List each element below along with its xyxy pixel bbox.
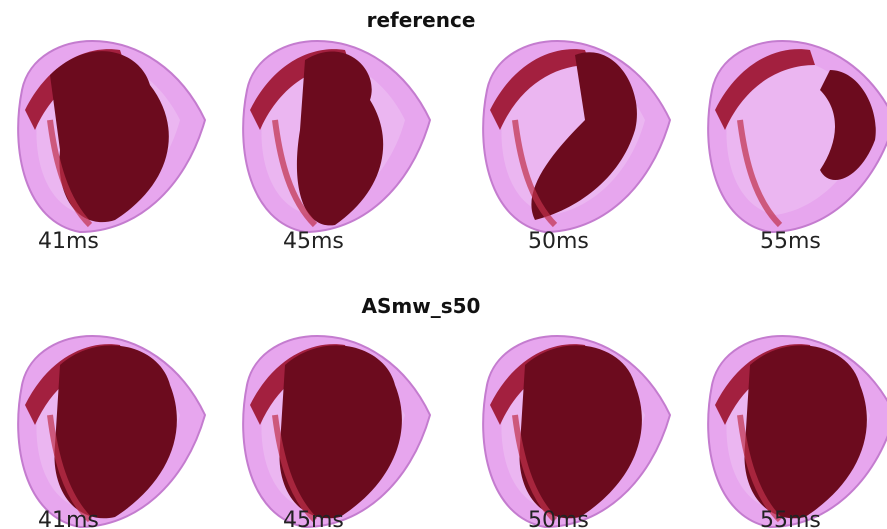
time-label: 45ms: [283, 508, 344, 529]
heart-panel: [708, 336, 887, 527]
heart-panel: [243, 41, 430, 232]
heart-panel: [483, 336, 670, 527]
time-label: 41ms: [38, 229, 99, 254]
time-label: 50ms: [528, 508, 589, 529]
heart-panel: [483, 41, 670, 232]
row-title: reference: [367, 8, 476, 32]
time-label: 41ms: [38, 508, 99, 529]
figure: reference ASmw_s50 41ms 45ms 50ms 55ms 41ms 4…: [0, 0, 887, 529]
heart-panel: [18, 336, 205, 527]
time-label: 55ms: [760, 508, 821, 529]
time-label: 55ms: [760, 229, 821, 254]
heart-panel: [243, 336, 430, 527]
heart-panel: [18, 41, 205, 232]
time-label: 45ms: [283, 229, 344, 254]
time-label: 50ms: [528, 229, 589, 254]
row-title: ASmw_s50: [362, 294, 481, 318]
heart-panel: [708, 41, 887, 232]
